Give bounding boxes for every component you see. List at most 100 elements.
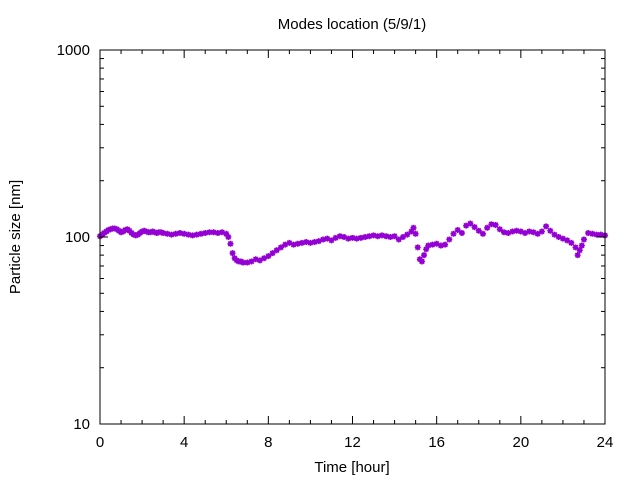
data-point — [517, 228, 524, 235]
data-point — [252, 256, 259, 263]
x-tick-label: 16 — [428, 434, 445, 451]
data-point — [534, 230, 541, 237]
data-point — [378, 232, 385, 239]
data-point — [538, 228, 545, 235]
data-point — [370, 232, 377, 239]
data-point — [400, 234, 406, 240]
data-point — [294, 240, 301, 247]
data-point — [597, 231, 604, 238]
data-point — [501, 229, 507, 236]
data-point — [362, 234, 369, 240]
data-point — [450, 230, 457, 237]
data-point — [269, 250, 276, 257]
data-point — [229, 250, 236, 257]
data-point — [446, 236, 453, 243]
data-point — [395, 236, 402, 243]
data-point — [408, 228, 415, 235]
data-point — [387, 234, 394, 240]
data-point — [282, 241, 289, 248]
data-point — [185, 231, 192, 238]
data-point — [484, 224, 491, 231]
data-point — [585, 230, 592, 237]
data-point — [240, 259, 247, 266]
data-point — [383, 233, 390, 240]
data-point — [433, 240, 440, 247]
chart-title: Modes location (5/9/1) — [278, 16, 426, 33]
data-point — [357, 234, 364, 241]
data-point — [181, 230, 188, 237]
data-point — [496, 226, 503, 233]
data-point — [172, 230, 179, 237]
data-point — [492, 221, 499, 228]
x-tick-label: 24 — [597, 434, 614, 451]
data-point — [543, 223, 550, 230]
data-point — [374, 233, 381, 240]
data-point — [315, 238, 322, 245]
data-point — [336, 233, 343, 240]
data-point — [471, 224, 478, 231]
data-point — [328, 237, 335, 244]
data-point — [568, 239, 575, 246]
data-point — [366, 233, 373, 240]
data-point — [307, 239, 314, 246]
data-point — [593, 231, 600, 238]
data-point — [210, 229, 217, 236]
data-point — [572, 244, 579, 251]
data-point — [467, 220, 474, 227]
data-point — [547, 227, 554, 234]
data-point — [458, 230, 465, 237]
data-point — [559, 235, 566, 242]
data-point — [219, 229, 226, 236]
data-point — [479, 230, 486, 237]
data-point — [168, 231, 175, 238]
data-point — [349, 234, 356, 241]
data-point — [580, 236, 587, 243]
data-point — [164, 230, 171, 237]
data-point — [404, 231, 411, 238]
data-point — [193, 231, 200, 238]
data-point — [286, 239, 293, 246]
data-point — [410, 224, 417, 231]
x-axis-label: Time [hour] — [314, 459, 389, 476]
data-point — [522, 230, 529, 237]
x-tick-label: 12 — [344, 434, 361, 451]
axis-ticks: 0 4 8 12 16 20 24 10 100 1000 — [57, 42, 614, 451]
data-point — [578, 242, 585, 249]
data-point — [421, 252, 428, 259]
data-point — [475, 227, 482, 234]
data-point — [505, 230, 512, 237]
x-tick-label: 8 — [264, 434, 272, 451]
x-tick-label: 4 — [180, 434, 188, 451]
data-point — [454, 227, 461, 233]
data-point — [391, 233, 398, 240]
data-point — [437, 242, 444, 249]
y-axis-label: Particle size [nm] — [7, 180, 24, 294]
data-point — [353, 235, 360, 242]
data-point — [488, 221, 495, 228]
data-point — [248, 258, 255, 265]
data-point — [589, 230, 596, 237]
data-point — [551, 231, 558, 238]
data-point — [324, 235, 331, 242]
data-point — [418, 258, 425, 265]
data-point — [273, 247, 280, 254]
x-tick-label: 20 — [512, 434, 529, 451]
data-point — [576, 247, 583, 254]
data-point — [412, 230, 419, 237]
data-point — [574, 252, 581, 259]
data-point — [290, 241, 297, 248]
data-point — [429, 241, 436, 248]
data-point — [227, 240, 234, 247]
data-point — [513, 227, 520, 234]
data-point — [341, 234, 348, 240]
data-point — [244, 259, 251, 266]
data-point — [442, 241, 449, 248]
data-point — [189, 232, 196, 239]
data-point — [332, 234, 339, 241]
data-point — [225, 234, 232, 240]
data-point — [414, 244, 421, 251]
x-tick-label: 0 — [96, 434, 104, 451]
data-point — [303, 239, 310, 246]
y-tick-label: 1000 — [57, 42, 90, 59]
